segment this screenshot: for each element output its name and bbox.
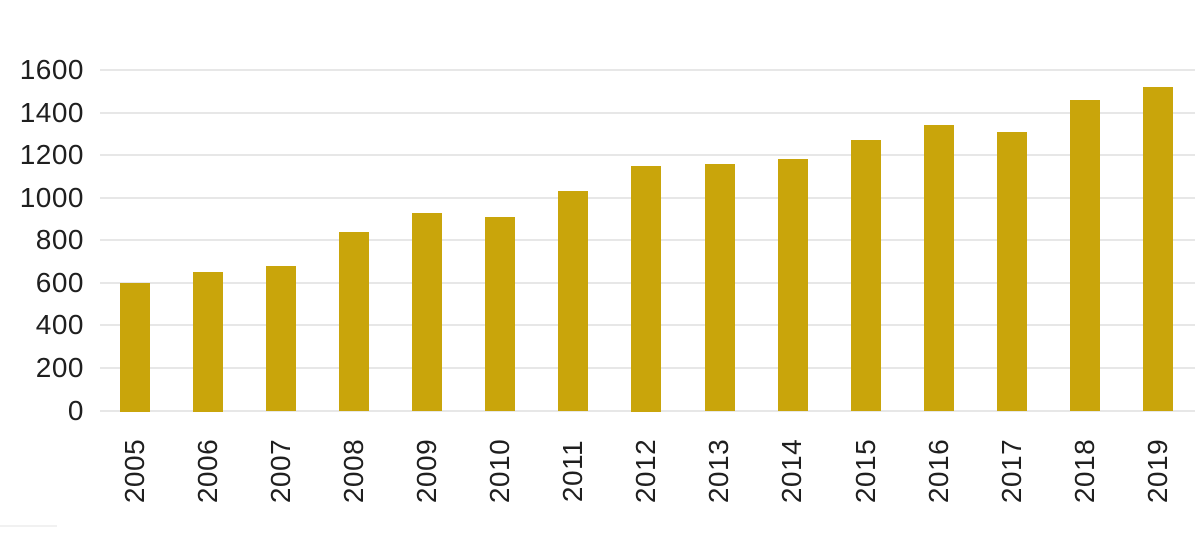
x-tick-label-text: 2015 <box>849 438 881 503</box>
bar-2010 <box>485 216 516 412</box>
gridline <box>100 69 1195 71</box>
bar-2013 <box>704 163 735 412</box>
gridline <box>100 111 1195 114</box>
x-tick-label-text: 2016 <box>922 438 954 503</box>
y-tick-label: 400 <box>35 309 84 341</box>
x-tick-label-text: 2010 <box>484 438 516 503</box>
bar-2012 <box>631 165 662 412</box>
bar-2016 <box>923 125 954 412</box>
y-tick-label: 1400 <box>19 96 84 128</box>
x-tick-label-text: 2007 <box>265 438 297 503</box>
bar-2005 <box>120 282 150 412</box>
y-tick-label: 1200 <box>19 139 84 171</box>
bar-2018 <box>1069 99 1100 412</box>
y-tick-label: 1000 <box>19 181 84 213</box>
x-tick-label-text: 2006 <box>192 438 224 503</box>
x-tick-label-text: 2008 <box>338 438 370 503</box>
x-tick-label-text: 2014 <box>776 438 808 503</box>
bar-2009 <box>412 212 443 412</box>
bar-2008 <box>339 231 370 412</box>
bar-2007 <box>266 265 297 412</box>
x-tick-label-text: 2017 <box>995 438 1027 503</box>
bar-2019 <box>1142 87 1173 412</box>
y-tick-label: 600 <box>35 266 84 298</box>
x-tick-label: 2019 <box>1113 425 1200 517</box>
x-tick-label-text: 2012 <box>630 438 662 503</box>
y-tick-label: 800 <box>35 224 84 256</box>
x-tick-label-text: 2009 <box>411 438 443 503</box>
y-tick-label: 1600 <box>19 54 84 85</box>
y-tick-label: 0 <box>67 394 84 426</box>
x-tick-label-text: 2019 <box>1141 438 1173 503</box>
gridline <box>100 154 1195 157</box>
bar-2015 <box>850 140 881 412</box>
bar-2011 <box>558 191 589 412</box>
x-tick-label-text: 2011 <box>557 439 589 502</box>
bar-2006 <box>193 272 224 412</box>
page-edge-artifact <box>0 525 57 527</box>
bar-2014 <box>777 159 808 412</box>
x-tick-label-text: 2018 <box>1068 438 1100 503</box>
bar-2017 <box>996 131 1027 412</box>
x-tick-label-text: 2013 <box>703 438 735 503</box>
y-tick-label: 200 <box>35 351 84 383</box>
x-tick-label-text: 2005 <box>118 438 150 503</box>
